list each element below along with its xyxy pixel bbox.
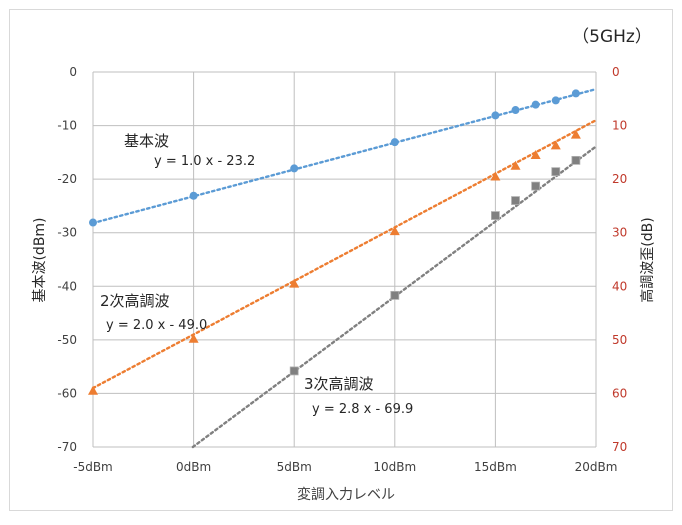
series-label-3rd-harmonic: 3次高調波 (304, 375, 374, 393)
y-right-tick-label: 50 (612, 333, 627, 347)
y-left-tick-label: -50 (57, 333, 77, 347)
data-point-series-2 (389, 226, 400, 236)
annotation-layer: （5GHz） 変調入力レベル 基本波(dBm) 高調波歪(dB) 基本波 y =… (31, 27, 656, 503)
data-point-series-1 (491, 111, 500, 120)
data-point-series-2 (188, 333, 199, 343)
equation-label-2nd-harmonic: y = 2.0 x - 49.0 (106, 318, 207, 333)
data-point-series-3 (511, 196, 520, 205)
y-right-tick-label: 70 (612, 440, 627, 454)
x-tick-label: -5dBm (73, 460, 113, 474)
data-point-series-2 (510, 160, 521, 170)
x-tick-label: 5dBm (277, 460, 312, 474)
y-left-tick-label: -60 (57, 386, 77, 400)
data-point-series-2 (88, 385, 98, 395)
chart-frame (9, 9, 673, 511)
data-point-series-1 (511, 106, 520, 115)
y-left-tick-label: 0 (69, 65, 77, 79)
y-axis-title-left: 基本波(dBm) (31, 217, 48, 302)
data-point-series-2 (490, 171, 501, 181)
data-point-series-1 (531, 100, 540, 109)
marker-layer (88, 89, 581, 395)
x-axis-title: 変調入力レベル (297, 486, 395, 503)
y-axis-title-right: 高調波歪(dB) (639, 217, 656, 302)
data-point-series-3 (551, 167, 561, 177)
data-point-series-2 (530, 150, 541, 160)
data-point-series-2 (550, 140, 561, 150)
data-point-series-1 (390, 138, 399, 147)
x-tick-label: 0dBm (176, 460, 211, 474)
x-tick-label: 20dBm (575, 460, 618, 474)
data-point-series-3 (571, 155, 581, 165)
data-point-series-1 (89, 218, 97, 227)
y-right-tick-label: 0 (612, 65, 620, 79)
data-point-series-1 (189, 191, 198, 200)
data-point-series-3 (390, 290, 400, 300)
y-left-tick-label: -70 (57, 440, 77, 454)
data-point-series-2 (570, 129, 581, 139)
y-right-tick-label: 40 (612, 279, 627, 293)
data-point-series-3 (289, 366, 299, 376)
y-left-tick-label: -30 (57, 226, 77, 240)
tick-label-layer: 0 0 -10 10 -20 20 -30 30 -40 40 -50 50 -60 60 -70 70 -5d… (57, 65, 627, 474)
equation-label-fundamental: y = 1.0 x - 23.2 (154, 154, 255, 169)
trendline-series-2 (91, 119, 598, 390)
y-right-tick-label: 10 (612, 119, 627, 133)
x-tick-label: 10dBm (373, 460, 416, 474)
x-tick-label: 15dBm (474, 460, 517, 474)
series-label-2nd-harmonic: 2次高調波 (100, 292, 170, 310)
data-point-series-1 (551, 96, 560, 105)
y-left-tick-label: -40 (57, 279, 77, 293)
data-point-series-1 (290, 164, 299, 173)
y-left-tick-label: -20 (57, 172, 77, 186)
grid-layer (92, 71, 597, 448)
data-point-series-1 (571, 89, 580, 98)
series-label-fundamental: 基本波 (124, 132, 169, 150)
equation-label-3rd-harmonic: y = 2.8 x - 69.9 (312, 402, 413, 417)
y-left-tick-label: -10 (57, 119, 77, 133)
y-right-tick-label: 30 (612, 226, 627, 240)
data-point-series-3 (490, 211, 500, 220)
data-point-series-2 (289, 278, 300, 288)
data-point-series-3 (531, 181, 541, 191)
y-right-tick-label: 60 (612, 386, 627, 400)
corner-label: （5GHz） (572, 27, 652, 47)
y-right-tick-label: 20 (612, 172, 627, 186)
